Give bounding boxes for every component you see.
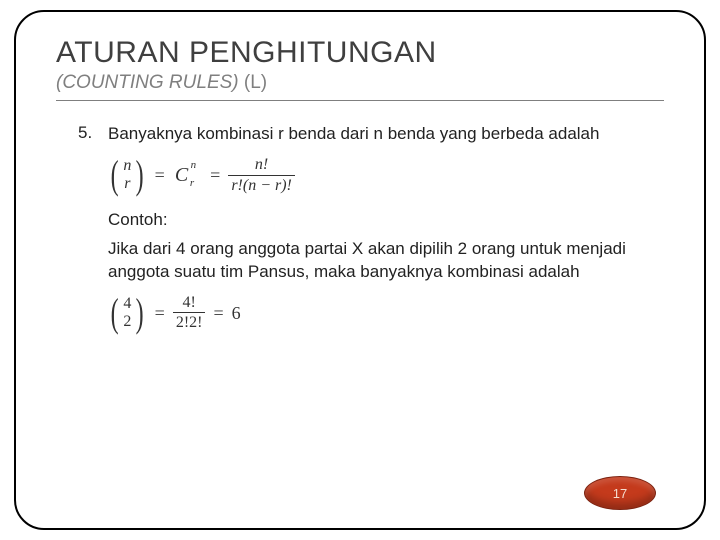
paren-left-icon: ( — [111, 159, 119, 191]
fraction-denominator: 2!2! — [173, 314, 206, 332]
formula-example: ( 4 2 ) = 4! 2!2! — [108, 294, 664, 333]
paren-right-icon: ) — [136, 159, 144, 191]
page-subtitle: (COUNTING RULES) (L) — [56, 72, 664, 101]
binom-bottom: 2 — [123, 314, 131, 330]
page-number: 17 — [613, 486, 627, 501]
paren-right-icon: ) — [136, 297, 144, 329]
fraction: 4! 2!2! — [173, 294, 206, 332]
binom-bottom: r — [124, 176, 130, 192]
content-body: 5. Banyaknya kombinasi r benda dari n be… — [56, 123, 664, 347]
example-text: Jika dari 4 orang anggota partai X akan … — [108, 238, 664, 284]
binom-top: 4 — [123, 296, 131, 312]
example-label: Contoh: — [108, 209, 664, 232]
equals-icon: = — [153, 163, 167, 187]
subtitle-italic: (COUNTING RULES) — [56, 72, 239, 93]
fraction-numerator: 4! — [179, 294, 198, 312]
binom-top: n — [123, 158, 131, 174]
binomial-symbol: ( 4 2 ) — [108, 296, 147, 330]
equals-icon: = — [153, 301, 167, 325]
page-title: ATURAN PENGHITUNGAN — [56, 36, 664, 70]
result-value: 6 — [232, 301, 241, 325]
list-number: 5. — [78, 123, 98, 347]
item-text: Banyaknya kombinasi r benda dari n benda… — [108, 123, 664, 146]
binomial-symbol: ( n r ) — [108, 158, 147, 192]
paren-left-icon: ( — [111, 297, 119, 329]
subtitle-plain: (L) — [239, 72, 268, 93]
fraction-numerator: n! — [252, 156, 271, 174]
equals-icon: = — [208, 163, 222, 187]
combination-notation: C n r — [173, 162, 190, 189]
fraction: n! r!(n − r)! — [228, 156, 295, 194]
slide-frame: ATURAN PENGHITUNGAN (COUNTING RULES) (L)… — [14, 10, 706, 530]
fraction-denominator: r!(n − r)! — [228, 177, 295, 195]
list-content: Banyaknya kombinasi r benda dari n benda… — [108, 123, 664, 347]
list-item: 5. Banyaknya kombinasi r benda dari n be… — [78, 123, 664, 347]
formula-combination: ( n r ) = C n r — [108, 156, 664, 195]
page-number-badge: 17 — [584, 476, 656, 510]
equals-icon: = — [211, 301, 225, 325]
